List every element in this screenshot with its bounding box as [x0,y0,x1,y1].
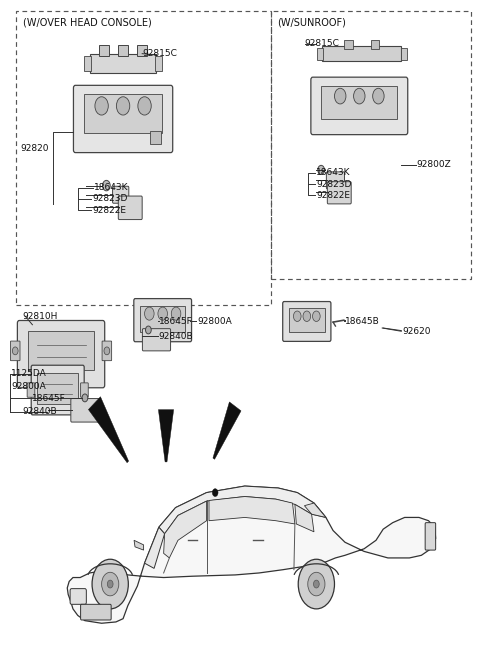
Polygon shape [321,87,397,119]
Circle shape [116,96,130,115]
Polygon shape [289,308,324,332]
Polygon shape [67,486,436,623]
FancyBboxPatch shape [73,85,173,153]
Circle shape [158,307,168,320]
Polygon shape [84,94,162,133]
Polygon shape [134,541,144,550]
Circle shape [318,165,324,174]
Text: 92822E: 92822E [92,206,126,215]
Circle shape [308,572,325,596]
Polygon shape [118,45,128,56]
Text: 92820: 92820 [21,144,49,153]
Text: 92800A: 92800A [197,317,232,326]
Text: 92840B: 92840B [23,407,58,416]
Circle shape [293,311,301,321]
Circle shape [145,326,151,334]
FancyBboxPatch shape [425,523,436,550]
FancyBboxPatch shape [326,172,345,189]
FancyBboxPatch shape [17,321,105,388]
Circle shape [103,180,110,191]
Polygon shape [158,409,174,462]
FancyBboxPatch shape [118,196,142,220]
Text: 92823D: 92823D [316,180,352,189]
Text: 1125DA: 1125DA [11,369,47,379]
Polygon shape [84,56,91,71]
Polygon shape [401,48,407,60]
Text: 92840B: 92840B [159,332,193,341]
FancyBboxPatch shape [143,329,170,351]
Polygon shape [90,54,156,73]
Text: 18645F: 18645F [159,317,192,326]
Circle shape [298,560,335,609]
FancyBboxPatch shape [27,383,35,398]
Polygon shape [150,131,161,144]
Circle shape [108,580,113,588]
Text: 92800Z: 92800Z [417,160,451,169]
Polygon shape [317,48,323,60]
FancyBboxPatch shape [81,383,88,398]
Circle shape [92,560,128,609]
Circle shape [372,89,384,104]
Polygon shape [344,39,353,49]
Text: 92620: 92620 [402,327,431,336]
Polygon shape [295,504,314,532]
Circle shape [303,311,311,321]
Text: 92815C: 92815C [142,49,177,58]
Polygon shape [209,497,295,524]
Circle shape [144,307,154,320]
Circle shape [312,311,320,321]
Polygon shape [156,56,162,71]
Circle shape [82,394,88,402]
FancyBboxPatch shape [81,604,111,620]
FancyBboxPatch shape [113,186,129,203]
Polygon shape [99,45,109,56]
Circle shape [335,89,346,104]
Polygon shape [63,384,83,396]
Text: 18643K: 18643K [95,183,129,192]
Polygon shape [304,503,326,518]
Text: 92815C: 92815C [304,39,339,49]
FancyBboxPatch shape [283,302,331,341]
Polygon shape [140,306,185,332]
Polygon shape [88,397,129,462]
FancyBboxPatch shape [134,298,192,342]
Circle shape [102,572,119,596]
FancyBboxPatch shape [71,399,99,422]
FancyBboxPatch shape [327,182,351,204]
Text: (W/SUNROOF): (W/SUNROOF) [277,18,346,28]
Circle shape [12,347,18,355]
Circle shape [212,489,218,497]
Polygon shape [144,527,165,568]
Polygon shape [164,501,206,558]
Text: (W/OVER HEAD CONSOLE): (W/OVER HEAD CONSOLE) [23,18,152,28]
Circle shape [138,96,151,115]
FancyBboxPatch shape [31,365,84,415]
Text: 92800A: 92800A [11,382,46,391]
Circle shape [171,307,181,320]
Circle shape [104,347,110,355]
Polygon shape [371,39,379,49]
Text: 92823D: 92823D [92,194,127,203]
Text: 92822E: 92822E [316,191,350,200]
Text: 18643K: 18643K [316,168,351,177]
FancyBboxPatch shape [11,341,20,361]
Text: 18645F: 18645F [33,394,66,403]
Polygon shape [323,47,401,61]
Circle shape [95,96,108,115]
Circle shape [313,580,319,588]
FancyBboxPatch shape [311,77,408,134]
FancyBboxPatch shape [102,341,112,361]
Text: 18645B: 18645B [345,317,380,326]
Polygon shape [213,402,241,459]
FancyBboxPatch shape [70,588,86,604]
Polygon shape [159,486,326,534]
Polygon shape [37,373,78,405]
Circle shape [354,89,365,104]
Polygon shape [137,45,147,56]
Text: 92810H: 92810H [23,312,58,321]
Polygon shape [28,331,95,371]
